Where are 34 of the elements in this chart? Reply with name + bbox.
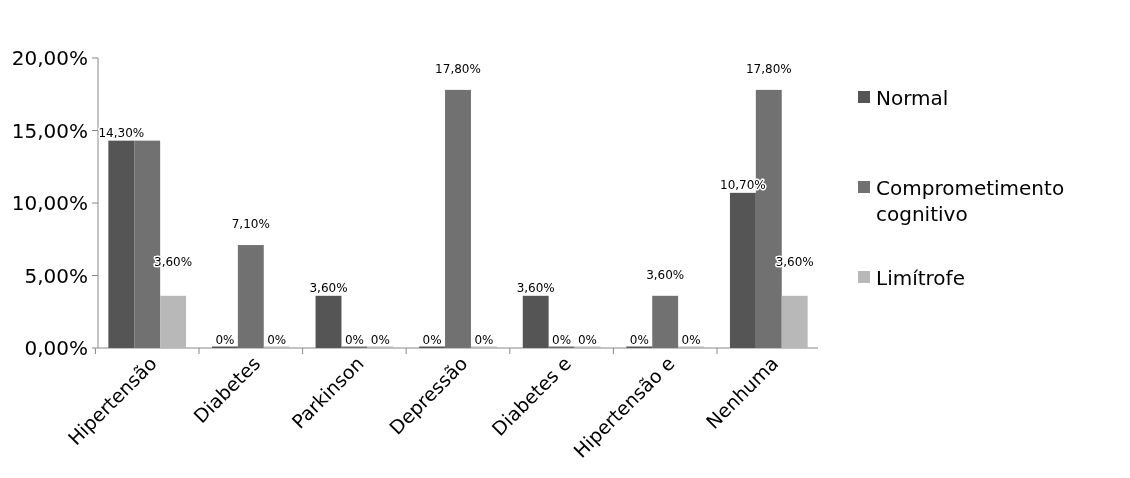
- legend-label: Normal: [876, 86, 949, 110]
- data-label: 7,10%: [231, 217, 270, 232]
- data-label: 0%: [344, 333, 364, 347]
- bar: [781, 295, 808, 348]
- data-label: 0%: [422, 333, 442, 347]
- bar: [237, 245, 264, 348]
- data-label: 0%: [552, 333, 572, 347]
- data-label: 17,80%: [745, 61, 792, 76]
- bar: [729, 192, 756, 348]
- y-tick-label: 10,00%: [11, 191, 88, 215]
- data-label: 3,60%: [516, 280, 555, 295]
- legend-label: Limítrofe: [876, 266, 965, 290]
- data-label: 0%: [267, 333, 287, 347]
- data-label: 0%: [474, 333, 494, 347]
- data-label: 0%: [215, 333, 235, 347]
- data-label: 17,80%: [435, 61, 481, 76]
- y-tick-label: 0,00%: [24, 336, 88, 360]
- data-label: 3,60%: [309, 280, 348, 295]
- data-label: 0%: [577, 333, 598, 347]
- data-label: 0%: [629, 333, 649, 347]
- bar: [108, 140, 135, 348]
- y-tick-label: 20,00%: [11, 46, 88, 70]
- data-label: 0%: [370, 333, 390, 347]
- data-label: 3,60%: [646, 267, 685, 282]
- bar: [652, 295, 679, 348]
- legend-label: Comprometimento cognitivo: [876, 176, 1065, 226]
- data-label: 14,30%: [98, 125, 145, 140]
- y-tick-label: 15,00%: [11, 118, 88, 143]
- bar: [315, 295, 342, 348]
- y-tick-label: 5,00%: [24, 263, 88, 288]
- bar: [160, 295, 187, 348]
- bar: [445, 89, 471, 348]
- bar: [522, 295, 549, 348]
- data-label: 0%: [681, 333, 701, 347]
